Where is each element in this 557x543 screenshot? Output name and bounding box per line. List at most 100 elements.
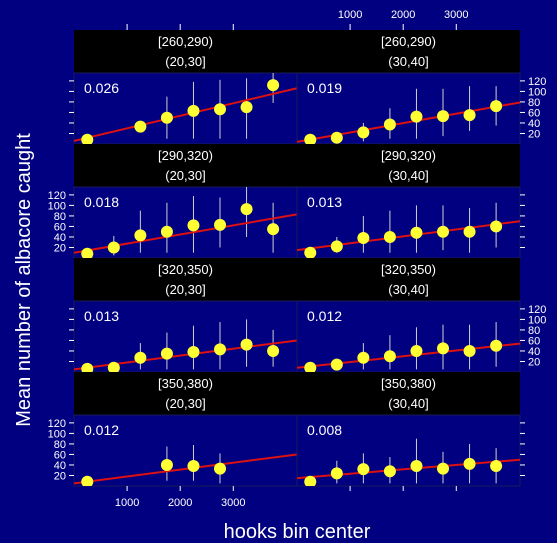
strip-label-range: [350,380) bbox=[381, 376, 436, 391]
data-point bbox=[410, 344, 423, 357]
data-point bbox=[134, 120, 147, 133]
strip-label-group: (30,40] bbox=[388, 168, 428, 183]
x-axis-label: hooks bin center bbox=[224, 521, 371, 543]
panel-8: [350,380) (30,40] 0.008 bbox=[296, 372, 525, 487]
y-tick-label: 20 bbox=[54, 470, 66, 482]
data-point bbox=[437, 462, 450, 475]
panel-strip bbox=[297, 30, 520, 73]
panel-plot-area bbox=[74, 444, 297, 486]
y-tick-label: 100 bbox=[528, 86, 546, 98]
data-point bbox=[81, 133, 94, 144]
panel-plot-area bbox=[297, 322, 520, 372]
strip-label-range: [290,320) bbox=[158, 148, 213, 163]
y-tick-label: 100 bbox=[48, 428, 66, 440]
y-tick-label: 120 bbox=[528, 76, 546, 88]
data-point bbox=[330, 358, 343, 371]
panel-strip bbox=[297, 372, 520, 415]
y-tick-label: 60 bbox=[528, 107, 540, 119]
data-point bbox=[437, 110, 450, 123]
data-point bbox=[267, 79, 280, 92]
panel-annotation: 0.018 bbox=[84, 194, 119, 210]
data-point bbox=[463, 225, 476, 238]
y-tick-label: 20 bbox=[54, 242, 66, 254]
data-point bbox=[490, 100, 503, 113]
data-point bbox=[383, 118, 396, 131]
data-point bbox=[187, 219, 200, 232]
strip-label-range: [320,350) bbox=[381, 262, 436, 277]
data-point bbox=[214, 103, 227, 116]
fit-line bbox=[297, 342, 520, 369]
panel-annotation: 0.008 bbox=[307, 422, 342, 438]
data-point bbox=[410, 460, 423, 473]
panel-plot-area bbox=[74, 187, 297, 258]
data-point bbox=[81, 247, 94, 258]
strip-label-range: [260,290) bbox=[381, 34, 436, 49]
strip-label-range: [260,290) bbox=[158, 34, 213, 49]
data-point bbox=[214, 343, 227, 356]
y-tick-label: 60 bbox=[54, 221, 66, 233]
data-point bbox=[304, 475, 317, 486]
panel-annotation: 0.019 bbox=[307, 80, 342, 96]
data-point bbox=[187, 346, 200, 359]
panel-5: [320,350) (20,30] 0.013 bbox=[69, 258, 298, 373]
x-tick-label-top: 1000 bbox=[338, 9, 362, 21]
panel-annotation: 0.013 bbox=[84, 308, 119, 324]
panel-strip bbox=[74, 372, 297, 415]
data-point bbox=[490, 460, 503, 473]
data-point bbox=[437, 225, 450, 238]
panel-4: [290,320) (30,40] 0.013 bbox=[296, 144, 525, 259]
y-tick-label: 60 bbox=[54, 449, 66, 461]
data-point bbox=[134, 351, 147, 364]
panel-strip bbox=[297, 258, 520, 301]
data-point bbox=[304, 361, 317, 372]
data-point bbox=[81, 475, 94, 486]
panel-strip bbox=[74, 30, 297, 73]
data-point bbox=[330, 240, 343, 253]
x-tick-label-top: 3000 bbox=[444, 9, 468, 21]
data-point bbox=[240, 203, 253, 216]
strip-label-group: (20,30] bbox=[165, 282, 205, 297]
strip-label-group: (30,40] bbox=[388, 54, 428, 69]
data-point bbox=[330, 467, 343, 480]
data-point bbox=[410, 110, 423, 123]
data-point bbox=[107, 361, 120, 372]
data-point bbox=[383, 465, 396, 478]
y-tick-label: 40 bbox=[54, 460, 66, 472]
y-tick-label: 120 bbox=[48, 190, 66, 202]
data-point bbox=[357, 126, 370, 139]
fit-line bbox=[297, 101, 520, 143]
y-tick-label: 60 bbox=[528, 335, 540, 347]
y-tick-label: 40 bbox=[54, 232, 66, 244]
panel-frame bbox=[296, 414, 521, 487]
data-point bbox=[134, 229, 147, 242]
data-point bbox=[160, 347, 173, 360]
strip-label-group: (20,30] bbox=[165, 54, 205, 69]
y-tick-label: 120 bbox=[528, 304, 546, 316]
x-tick-label: 1000 bbox=[115, 497, 139, 509]
data-point bbox=[410, 226, 423, 239]
panel-annotation: 0.013 bbox=[307, 194, 342, 210]
panel-annotation: 0.012 bbox=[307, 308, 342, 324]
y-tick-label: 120 bbox=[48, 418, 66, 430]
y-tick-label: 80 bbox=[528, 97, 540, 109]
data-point bbox=[187, 104, 200, 117]
strip-label-group: (20,30] bbox=[165, 396, 205, 411]
y-tick-label: 100 bbox=[528, 314, 546, 326]
data-point bbox=[81, 362, 94, 372]
data-point bbox=[240, 338, 253, 351]
strip-label-group: (30,40] bbox=[388, 396, 428, 411]
y-tick-label: 100 bbox=[48, 200, 66, 212]
data-point bbox=[160, 111, 173, 124]
strip-label-range: [350,380) bbox=[158, 376, 213, 391]
x-tick-label-top: 2000 bbox=[391, 9, 415, 21]
data-point bbox=[463, 457, 476, 470]
data-point bbox=[357, 351, 370, 364]
data-point bbox=[107, 241, 120, 254]
y-tick-label: 80 bbox=[528, 325, 540, 337]
data-point bbox=[214, 462, 227, 475]
panel-strip bbox=[74, 144, 297, 187]
data-point bbox=[187, 460, 200, 473]
panel-strip bbox=[74, 258, 297, 301]
y-tick-label: 40 bbox=[528, 346, 540, 358]
